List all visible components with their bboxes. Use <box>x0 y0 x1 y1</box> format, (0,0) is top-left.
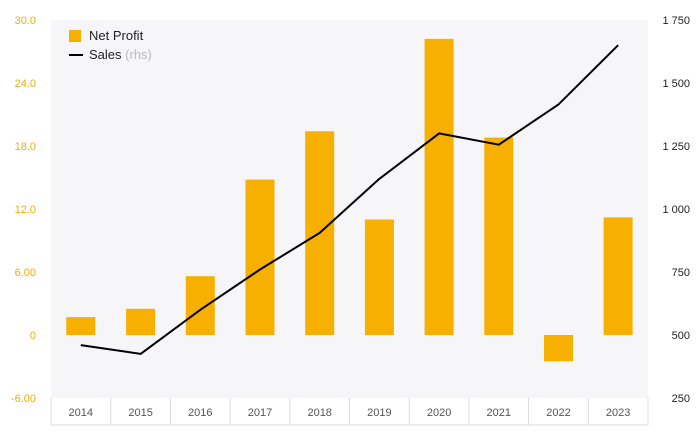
left-tick-label: 24.0 <box>15 78 36 90</box>
legend-label-net-profit: Net Profit <box>89 28 144 43</box>
right-tick-label: 750 <box>672 267 690 279</box>
right-tick-label: 1 750 <box>662 15 690 27</box>
bar-net-profit-2017 <box>245 179 275 335</box>
x-tick-label: 2023 <box>606 407 630 419</box>
left-tick-label: 30.0 <box>15 15 36 27</box>
bar-net-profit-2016 <box>185 276 215 335</box>
bar-net-profit-2014 <box>66 317 96 335</box>
bar-net-profit-2015 <box>126 308 156 336</box>
left-tick-label: 6.00 <box>15 267 36 279</box>
x-tick-label: 2021 <box>487 407 511 419</box>
x-tick-label: 2020 <box>427 407 451 419</box>
right-tick-label: 1 250 <box>662 141 690 153</box>
x-tick-label: 2018 <box>307 407 331 419</box>
left-tick-label: 18.0 <box>15 141 36 153</box>
x-tick-label: 2022 <box>546 407 570 419</box>
x-tick-label: 2017 <box>248 407 272 419</box>
bar-net-profit-2019 <box>364 219 394 335</box>
bars-group <box>66 38 633 362</box>
left-tick-label: -6.00 <box>11 393 36 405</box>
line-group <box>80 44 619 355</box>
x-axis: 2014 2015 2016 2017 2018 2019 2020 2021 2022 2023 <box>50 398 649 426</box>
left-axis: -6.00 0 6.00 12.0 18.0 24.0 30.0 <box>11 15 36 405</box>
legend-label-sales: Sales (rhs) <box>89 47 152 62</box>
right-tick-label: 250 <box>672 393 690 405</box>
x-tick-label: 2014 <box>69 407 93 419</box>
left-tick-label: 12.0 <box>15 204 36 216</box>
right-tick-label: 500 <box>672 330 690 342</box>
x-tick-label: 2016 <box>188 407 212 419</box>
bar-net-profit-2021 <box>484 137 514 335</box>
bar-net-profit-2022 <box>544 335 573 362</box>
x-tick-label: 2015 <box>128 407 152 419</box>
legend: Net Profit Sales (rhs) <box>69 28 152 62</box>
right-tick-label: 1 500 <box>662 78 690 90</box>
bar-net-profit-2020 <box>424 38 454 336</box>
bar-net-profit-2023 <box>603 217 633 335</box>
x-tick-label: 2019 <box>367 407 391 419</box>
legend-swatch-net-profit <box>69 30 81 42</box>
right-axis: 250 500 750 1 000 1 250 1 500 1 750 <box>662 15 690 405</box>
left-tick-label: 0 <box>30 330 36 342</box>
right-tick-label: 1 000 <box>662 204 690 216</box>
line-sales <box>80 44 619 355</box>
